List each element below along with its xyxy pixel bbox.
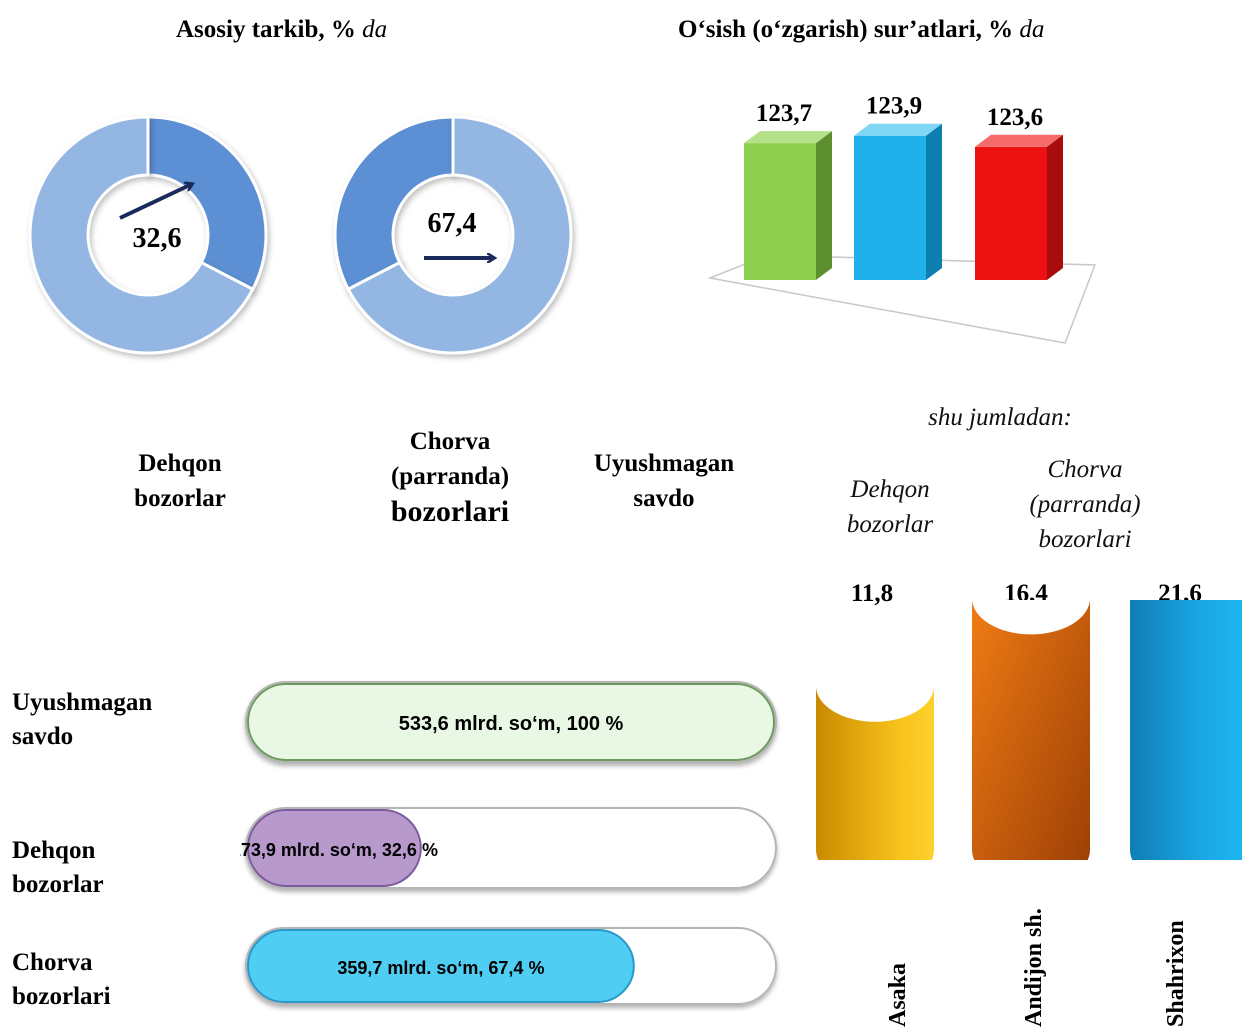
cylinder-value-label: 11,8: [850, 580, 894, 607]
label-line: (parranda): [390, 463, 510, 490]
cylinder: [816, 685, 934, 860]
bar-top: [975, 134, 1063, 147]
donut-slice: [28, 115, 255, 355]
structure-title-text: Asosiy tarkib, %: [176, 16, 356, 43]
label-line: Chorva: [12, 949, 93, 976]
shu-jumladan-label: shu jumladan:: [928, 404, 1072, 431]
bar-value-label: 123,9: [866, 93, 922, 120]
growth-title-unit: da: [1019, 16, 1045, 43]
donut-value-label: 32,6: [133, 223, 182, 254]
label-line: bozorlari: [12, 983, 111, 1010]
bar: [975, 146, 1047, 280]
bar-side: [1047, 134, 1063, 280]
category-label: Shahrixon: [1163, 920, 1189, 1027]
bar-row-label: Uyushmagan savdo: [12, 686, 152, 754]
growth-bar-chart: 123,7 123,9 123,6: [707, 93, 1097, 344]
bar-side: [816, 131, 832, 280]
bar-side: [926, 123, 942, 280]
sub-label-chorva: Chorva (parranda) bozorlari: [1000, 452, 1170, 557]
cylinder-top: [816, 649, 934, 722]
bar-row-label: Chorva bozorlari: [12, 946, 111, 1014]
category-label: Asaka: [885, 962, 911, 1027]
label-line: Uyushmagan: [12, 689, 153, 716]
bar-value-label: 173,9 mlrd. so‘m, 32,6 %: [240, 840, 438, 860]
bar: [854, 135, 926, 280]
cylinder: [1130, 600, 1242, 860]
bar-top: [854, 123, 942, 136]
bar-value-label: 359,7 mlrd. so‘m, 67,4 %: [337, 958, 544, 978]
donut-slice: [346, 115, 573, 355]
bar-value-label: 123,7: [756, 100, 812, 127]
bar-fill: [247, 809, 422, 887]
label-uyushmagan: Uyushmagan savdo: [566, 446, 762, 516]
bar-top: [744, 131, 832, 144]
label-line: Uyushmagan: [593, 450, 735, 477]
label-line: bozorlari: [1038, 526, 1132, 553]
label-line: (parranda): [1029, 491, 1141, 518]
structure-title-unit: da: [362, 16, 388, 43]
label-line: savdo: [633, 485, 695, 512]
donut-value-label: 67,4: [428, 208, 477, 239]
structure-title: Asosiy tarkib, % da: [176, 16, 387, 44]
bar: [744, 143, 816, 280]
cylinder-chart: [816, 600, 1242, 860]
label-dehqon: Dehqon bozorlar: [110, 446, 250, 516]
share-bars: 533,6 mlrd. so‘m, 100 % 173,9 mlrd. so‘m,…: [240, 681, 777, 1005]
bar-value-label: 533,6 mlrd. so‘m, 100 %: [399, 713, 624, 735]
label-line: Dehqon: [138, 450, 222, 477]
donut-chorva: [333, 115, 573, 355]
label-line: Chorva: [1047, 456, 1123, 483]
cylinder-top: [972, 600, 1090, 635]
label-line: bozorlar: [846, 511, 934, 538]
bar-fill: [247, 929, 635, 1003]
donut-slice: [146, 115, 268, 292]
donut-slice: [333, 115, 455, 292]
label-line: Dehqon: [12, 837, 96, 864]
label-line: bozorlari: [390, 495, 510, 528]
bar-value-label: 123,6: [987, 104, 1043, 131]
category-label: Andijon sh.: [1021, 908, 1047, 1027]
bar-fill: [247, 683, 775, 761]
label-line: savdo: [12, 723, 74, 750]
label-line: bozorlar: [12, 871, 104, 898]
label-chorva: Chorva (parranda) bozorlari: [360, 424, 540, 529]
bar-row-label: Dehqon bozorlar: [12, 834, 104, 902]
label-line: bozorlar: [134, 485, 226, 512]
label-line: Dehqon: [850, 476, 930, 503]
cylinder: [972, 600, 1090, 860]
growth-title-text: O‘sish (o‘zgarish) sur’atlari, %: [678, 16, 1014, 43]
arrow-icon: [119, 184, 192, 220]
sub-label-dehqon: Dehqon bozorlar: [820, 472, 960, 542]
donut-charts: 32,6 67,4: [28, 115, 573, 355]
label-line: Chorva: [409, 428, 491, 455]
growth-title: O‘sish (o‘zgarish) sur’atlari, % da: [678, 16, 1044, 44]
